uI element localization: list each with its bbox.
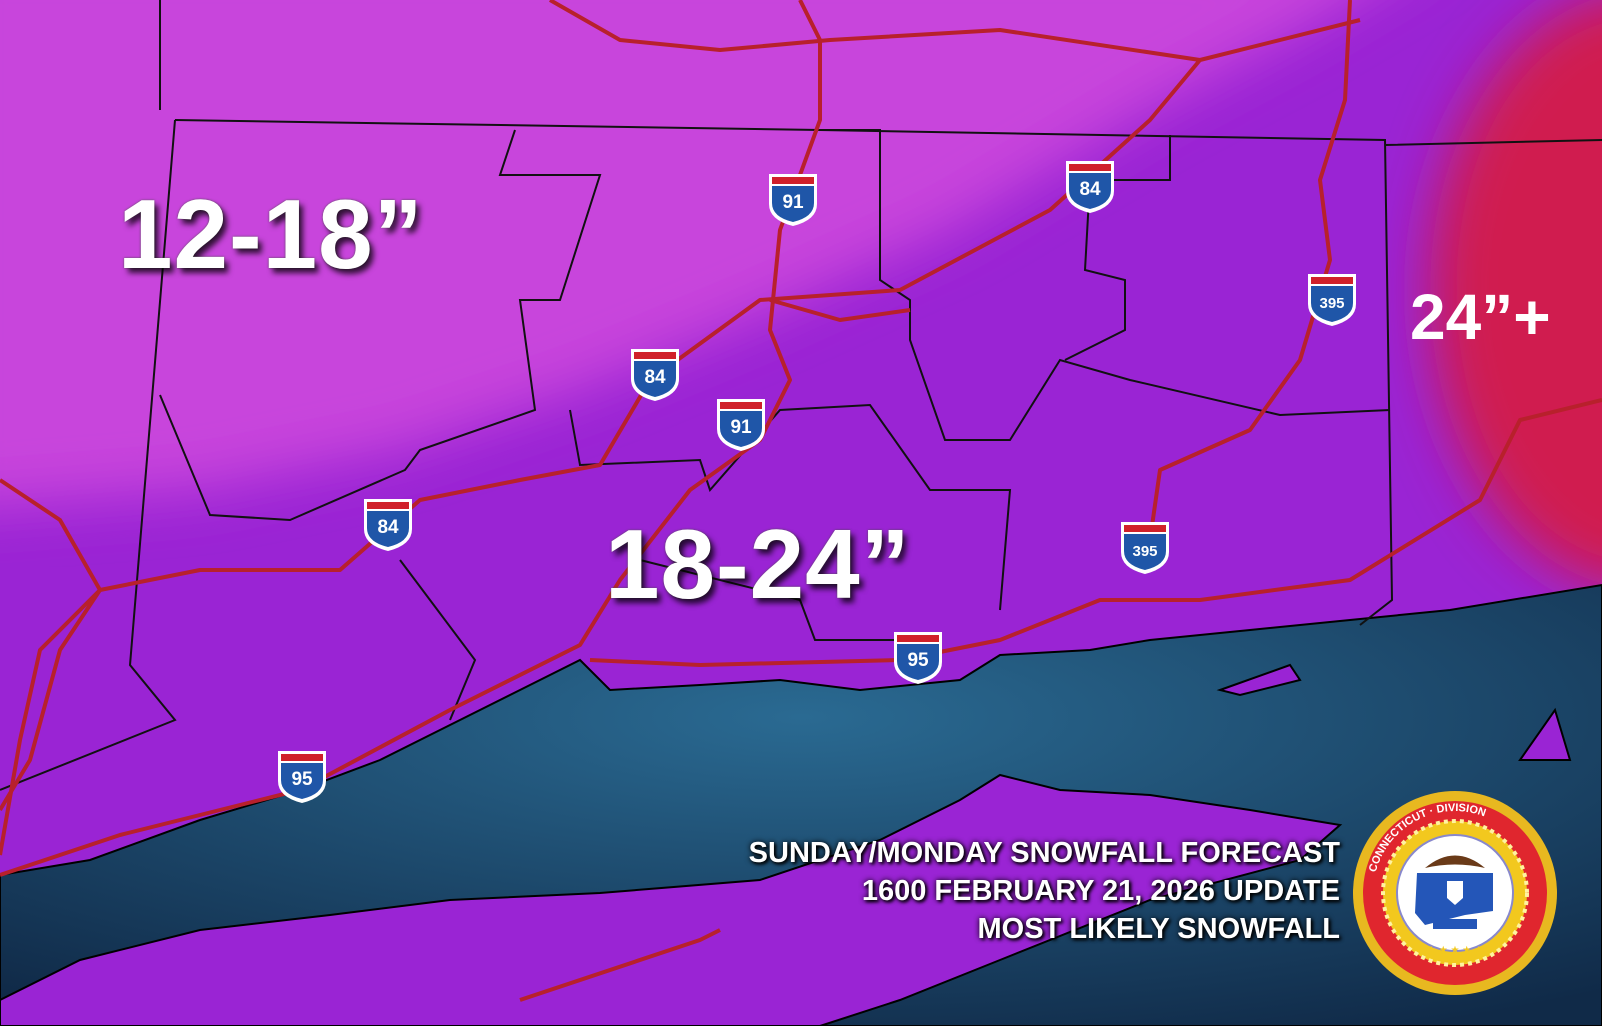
interstate-84-shield: 84 (364, 499, 412, 551)
interstate-95-shield: 95 (278, 751, 326, 803)
interstate-91-shield: 91 (769, 174, 817, 226)
boundary-lines (0, 0, 1602, 791)
shield-number: 84 (644, 367, 666, 388)
caption-title: SUNDAY/MONDAY SNOWFALL FORECAST (748, 837, 1340, 869)
island (1216, 663, 1302, 697)
island (1518, 707, 1572, 761)
shield-number: 95 (291, 769, 313, 790)
forecast-caption: SUNDAY/MONDAY SNOWFALL FORECAST 1600 FEB… (749, 834, 1340, 948)
shield-number: 91 (782, 192, 804, 213)
zone-label-18-24: 18-24” (605, 509, 911, 619)
ct-demhs-seal: ★ ★ ★ ★ ★ CONNECTICUT · DIVISION (1353, 791, 1557, 995)
interstate-395-shield: 395 (1121, 522, 1169, 574)
caption-subtitle: MOST LIKELY SNOWFALL (977, 913, 1340, 945)
svg-text:★ ★ ★ ★ ★: ★ ★ ★ ★ ★ (1427, 945, 1483, 956)
interstate-shields: 91 84 395 84 91 84 395 95 95 (278, 161, 1356, 803)
interstate-91-shield: 91 (717, 399, 765, 451)
long-island (0, 773, 1343, 1026)
zone-label-24-plus: 24”+ (1410, 281, 1551, 353)
caption-update: 1600 FEBRUARY 21, 2026 UPDATE (861, 875, 1340, 907)
shield-number: 395 (1132, 543, 1157, 560)
zone-12-18-area (0, 0, 1350, 506)
interstate-84-shield: 84 (631, 349, 679, 401)
shield-number: 84 (377, 517, 399, 538)
zone-24-plus-area (1430, 0, 1602, 585)
interstate-84-shield: 84 (1066, 161, 1114, 213)
shield-number: 91 (730, 417, 752, 438)
shield-number: 95 (907, 650, 929, 671)
interstate-395-shield: 395 (1308, 274, 1356, 326)
shield-number: 395 (1319, 295, 1344, 312)
shield-number: 84 (1079, 179, 1101, 200)
zone-label-12-18: 12-18” (118, 179, 424, 289)
interstate-95-shield: 95 (894, 632, 942, 684)
